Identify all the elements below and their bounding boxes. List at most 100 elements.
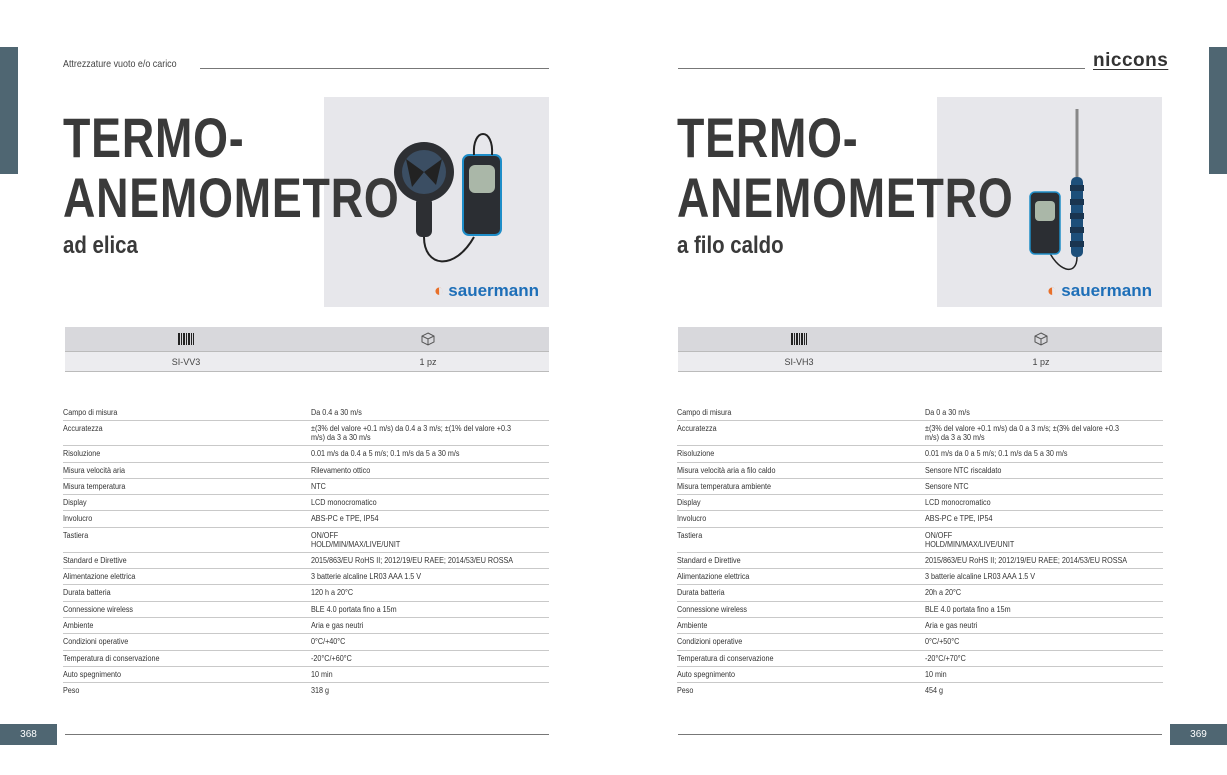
package-icon (307, 327, 549, 351)
spec-label: Condizioni operative (677, 637, 743, 647)
package-icon (920, 327, 1162, 351)
spec-label: Auto spegnimento (677, 669, 736, 679)
section-header: Attrezzature vuoto e/o carico (63, 58, 177, 70)
spec-label: Accuratezza (63, 424, 103, 434)
spec-value: NTC (311, 481, 326, 491)
spec-row: Alimentazione elettrica 3 batterie alcali… (677, 569, 1163, 586)
spec-row: Condizioni operative 0°C/+40°C (63, 634, 549, 651)
spec-label: Misura velocità aria (63, 465, 126, 475)
spec-value: BLE 4.0 portata fino a 15m (311, 604, 397, 614)
spec-label: Campo di misura (63, 408, 118, 417)
spec-row: Standard e Direttive 2015/863/EU RoHS II;… (63, 553, 549, 570)
spec-value: ±(3% del valore +0.1 m/s) da 0 a 3 m/s; … (925, 424, 1120, 443)
spec-row: Misura temperatura ambiente Sensore NTC (677, 479, 1163, 496)
spec-label: Alimentazione elettrica (677, 572, 750, 582)
product-title-line2: ANEMOMETRO (677, 166, 1014, 229)
spec-label: Peso (63, 686, 80, 696)
spec-value: ON/OFF HOLD/MIN/MAX/LIVE/UNIT (311, 530, 401, 549)
spec-value: Rilevamento ottico (311, 465, 371, 475)
barcode-icon (65, 327, 307, 351)
spec-value: BLE 4.0 portata fino a 15m (925, 604, 1011, 614)
spec-label: Misura temperatura (63, 481, 126, 491)
spec-row: Tastiera ON/OFF HOLD/MIN/MAX/LIVE/UNIT (677, 528, 1163, 553)
spec-value: 10 min (311, 669, 333, 679)
spec-label: Durata batteria (63, 588, 111, 598)
spec-row: Risoluzione 0.01 m/s da 0.4 a 5 m/s; 0.1 … (63, 446, 549, 463)
spec-row: Auto spegnimento 10 min (677, 667, 1163, 684)
spec-label: Standard e Direttive (677, 555, 741, 565)
product-title-line1: TERMO- (63, 106, 245, 169)
spec-label: Peso (677, 686, 694, 696)
pack-quantity: 1 pz (419, 356, 437, 367)
spec-value: 2015/863/EU RoHS II; 2012/19/EU RAEE; 20… (925, 555, 1128, 565)
spec-value: ±(3% del valore +0.1 m/s) da 0.4 a 3 m/s… (311, 424, 512, 443)
spec-row: Connessione wireless BLE 4.0 portata fino… (677, 602, 1163, 618)
spec-value: LCD monocromatico (925, 498, 991, 508)
footer-rule (65, 734, 549, 735)
spec-label: Misura velocità aria a filo caldo (677, 465, 776, 475)
product-code: SI-VV3 (171, 356, 201, 367)
spec-row: Peso 454 g (677, 683, 1163, 699)
product-image: ◐ sauermann (324, 97, 549, 307)
spec-label: Condizioni operative (63, 637, 129, 647)
spec-value: 3 batterie alcaline LR03 AAA 1.5 V (925, 572, 1036, 582)
vane-anemometer-image (394, 133, 502, 263)
spec-row: Misura velocità aria Rilevamento ottico (63, 463, 549, 479)
product-code: SI-VH3 (784, 356, 814, 367)
sauermann-logo: ◐ sauermann (1047, 281, 1152, 300)
spec-value: 454 g (925, 686, 944, 696)
pack-quantity: 1 pz (1032, 356, 1050, 367)
spec-row: Display LCD monocromatico (677, 495, 1163, 512)
spec-label: Misura temperatura ambiente (677, 481, 772, 491)
spec-row: Involucro ABS-PC e TPE, IP54 (63, 511, 549, 528)
product-subtitle: ad elica (63, 232, 138, 259)
spec-value: LCD monocromatico (311, 498, 377, 508)
spec-row: Ambiente Aria e gas neutri (63, 618, 549, 635)
spec-value: Sensore NTC (925, 481, 969, 491)
page-number: 369 (1170, 724, 1227, 745)
barcode-icon (678, 327, 920, 351)
spec-value: ABS-PC e TPE, IP54 (925, 514, 993, 524)
spec-label: Risoluzione (677, 449, 715, 459)
spec-row: Misura temperatura NTC (63, 479, 549, 496)
product-title-line1: TERMO- (677, 106, 859, 169)
spec-label: Ambiente (677, 620, 708, 630)
spec-row: Display LCD monocromatico (63, 495, 549, 512)
spec-label: Connessione wireless (63, 604, 134, 614)
spec-value: Da 0 a 30 m/s (925, 408, 970, 417)
spec-table: Campo di misura Da 0 a 30 m/s Accuratezza ±… (677, 405, 1163, 699)
spec-value: Sensore NTC riscaldato (925, 465, 1002, 475)
chapter-tab-right (1209, 47, 1227, 174)
spec-value: -20°C/+60°C (311, 653, 352, 663)
spec-label: Involucro (677, 514, 707, 524)
spec-value: 2015/863/EU RoHS II; 2012/19/EU RAEE; 20… (311, 555, 514, 565)
spec-table: Campo di misura Da 0.4 a 30 m/s Accuratezz… (63, 405, 549, 699)
spec-label: Tastiera (677, 530, 703, 540)
spec-label: Tastiera (63, 530, 89, 540)
spec-row: Temperatura di conservazione -20°C/+60°C (63, 651, 549, 667)
spec-row: Connessione wireless BLE 4.0 portata fino… (63, 602, 549, 618)
spec-row: Temperatura di conservazione -20°C/+70°C (677, 651, 1163, 667)
code-table: SI-VV3 1 pz (65, 327, 549, 372)
spec-label: Connessione wireless (677, 604, 748, 614)
spec-row: Ambiente Aria e gas neutri (677, 618, 1163, 635)
spec-value: 0.01 m/s da 0 a 5 m/s; 0.1 m/s da 5 a 30… (925, 449, 1068, 459)
spec-row: Peso 318 g (63, 683, 549, 699)
spec-label: Display (63, 498, 87, 508)
spec-value: ON/OFF HOLD/MIN/MAX/LIVE/UNIT (925, 530, 1015, 549)
spec-label: Involucro (63, 514, 93, 524)
spec-value: 0°C/+40°C (311, 637, 346, 647)
hot-wire-anemometer-image (1029, 109, 1084, 271)
spec-row: Durata batteria 120 h a 20°C (63, 585, 549, 602)
spec-row: Durata batteria 20h a 20°C (677, 585, 1163, 602)
product-title-line2: ANEMOMETRO (63, 166, 400, 229)
spec-row: Auto spegnimento 10 min (63, 667, 549, 684)
spec-row: Alimentazione elettrica 3 batterie alcali… (63, 569, 549, 586)
spec-value: 20h a 20°C (925, 588, 962, 598)
spec-value: 318 g (311, 686, 330, 696)
spec-row: Misura velocità aria a filo caldo Sensore… (677, 463, 1163, 479)
spec-label: Accuratezza (677, 424, 717, 434)
spec-row: Accuratezza ±(3% del valore +0.1 m/s) da … (63, 421, 549, 447)
spec-value: Aria e gas neutri (925, 620, 978, 630)
spec-label: Temperatura di conservazione (677, 653, 774, 663)
